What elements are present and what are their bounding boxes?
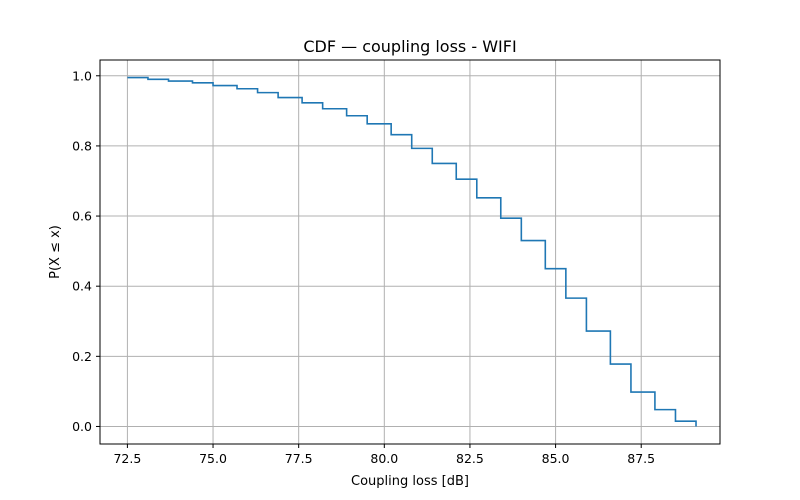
y-tick-label: 0.0 — [72, 419, 92, 434]
y-axis-ticks: 0.0 0.2 0.4 0.6 0.8 1.0 — [72, 68, 100, 434]
y-tick-label: 1.0 — [72, 68, 92, 83]
chart-title: CDF — coupling loss - WIFI — [303, 37, 516, 56]
x-axis-ticks: 72.5 75.0 77.5 80.0 82.5 85.0 87.5 — [113, 444, 655, 466]
x-tick-label: 80.0 — [370, 451, 398, 466]
y-tick-label: 0.4 — [72, 279, 92, 294]
y-axis-label: P(X ≤ x) — [48, 225, 63, 279]
x-tick-label: 75.0 — [199, 451, 227, 466]
y-tick-label: 0.6 — [72, 209, 92, 224]
x-axis-label: Coupling loss [dB] — [351, 474, 469, 489]
series-layer — [127, 76, 697, 427]
x-tick-label: 85.0 — [542, 451, 570, 466]
plot-frame — [99, 59, 721, 445]
y-tick-label: 0.2 — [72, 349, 92, 364]
plot-area — [100, 60, 720, 444]
y-tick-label: 0.8 — [72, 138, 92, 153]
x-tick-label: 82.5 — [456, 451, 484, 466]
x-tick-label: 72.5 — [113, 451, 141, 466]
grid-layer — [100, 60, 720, 444]
x-tick-label: 87.5 — [627, 451, 655, 466]
x-tick-label: 77.5 — [285, 451, 313, 466]
cdf-step-line — [127, 76, 697, 427]
